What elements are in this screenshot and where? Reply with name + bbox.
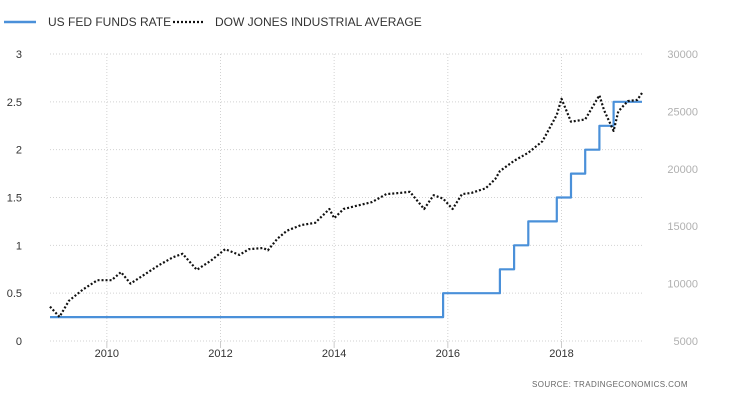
y-axis-right: 5000 10000 15000 20000 25000 30000 <box>667 49 698 348</box>
y-left-tick-label: 1 <box>16 240 22 252</box>
y-axis-left: 0 0.5 1 1.5 2 2.5 3 <box>7 49 22 348</box>
grid <box>50 53 642 342</box>
series-line-dow-jones <box>49 92 643 318</box>
x-tick-label: 2010 <box>95 348 119 360</box>
x-tick-label: 2016 <box>436 348 460 360</box>
y-left-tick-label: 0 <box>16 336 22 348</box>
y-right-tick-label: 5000 <box>674 336 698 348</box>
legend-label-fed: US FED FUNDS RATE <box>48 15 171 29</box>
x-tick-label: 2014 <box>322 348 346 360</box>
y-right-tick-label: 10000 <box>667 279 698 291</box>
source-label: SOURCE: TRADINGECONOMICS.COM <box>532 380 688 389</box>
y-left-tick-label: 1.5 <box>7 193 22 205</box>
y-left-tick-label: 2.5 <box>7 97 22 109</box>
y-right-tick-label: 30000 <box>667 49 698 61</box>
legend-label-dow: DOW JONES INDUSTRIAL AVERAGE <box>215 15 422 29</box>
plot-area <box>49 92 643 319</box>
y-right-tick-label: 25000 <box>667 106 698 118</box>
x-axis: 2010 2012 2014 2016 2018 <box>95 341 574 360</box>
y-right-tick-label: 15000 <box>667 221 698 233</box>
y-left-tick-label: 0.5 <box>7 288 22 300</box>
x-tick-label: 2018 <box>549 348 573 360</box>
y-left-tick-label: 2 <box>16 145 22 157</box>
legend: US FED FUNDS RATE DOW JONES INDUSTRIAL A… <box>4 15 422 29</box>
y-right-tick-label: 20000 <box>667 164 698 176</box>
y-left-tick-label: 3 <box>16 49 22 61</box>
x-tick-label: 2012 <box>208 348 232 360</box>
series-line-fed-funds-rate <box>50 100 642 319</box>
